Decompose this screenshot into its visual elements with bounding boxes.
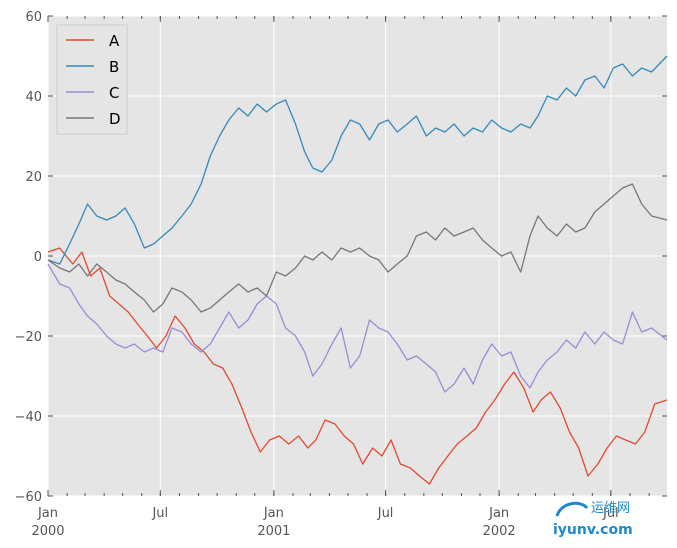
y-tick-label: −40 <box>15 410 42 425</box>
y-tick-label: −60 <box>15 490 42 505</box>
x-tick-year-label: 2002 <box>483 524 516 539</box>
series-line-d <box>47 183 668 313</box>
watermark-swoosh-icon <box>555 501 589 517</box>
y-tick-label: −20 <box>15 330 42 345</box>
y-tick-label: 0 <box>34 250 42 265</box>
axis-ticks <box>47 15 667 497</box>
x-tick-labels: Jan 2000 Jul Jan 2001 Jul Jan 2002 Jul <box>31 506 618 539</box>
watermark-logo: 运维网 iyunv.com <box>553 501 633 538</box>
x-tick-label: Jan <box>37 506 58 521</box>
x-tick-label: Jul <box>151 506 168 521</box>
y-tick-label: 20 <box>25 170 42 185</box>
series-line-c <box>47 263 668 393</box>
series-lines <box>47 55 668 485</box>
x-tick-year-label: 2001 <box>257 524 290 539</box>
legend-label: C <box>109 84 119 102</box>
watermark-url-text: iyunv.com <box>553 522 633 538</box>
x-tick-label: Jan <box>488 506 509 521</box>
y-tick-label: 40 <box>25 90 42 105</box>
legend-label: D <box>109 110 121 128</box>
x-tick-year-label: 2000 <box>31 524 64 539</box>
x-tick-label: Jan <box>263 506 284 521</box>
y-tick-label: 60 <box>25 10 42 25</box>
legend-box <box>56 24 128 135</box>
legend-label: A <box>109 32 120 50</box>
x-tick-label: Jul <box>602 506 619 521</box>
series-line-b <box>47 55 668 265</box>
y-tick-labels: 60 40 20 0 −20 −40 −60 <box>15 10 42 505</box>
series-line-a <box>47 247 668 485</box>
legend-label: B <box>109 58 119 76</box>
x-tick-label: Jul <box>377 506 394 521</box>
watermark-cn-text: 运维网 <box>591 501 630 516</box>
